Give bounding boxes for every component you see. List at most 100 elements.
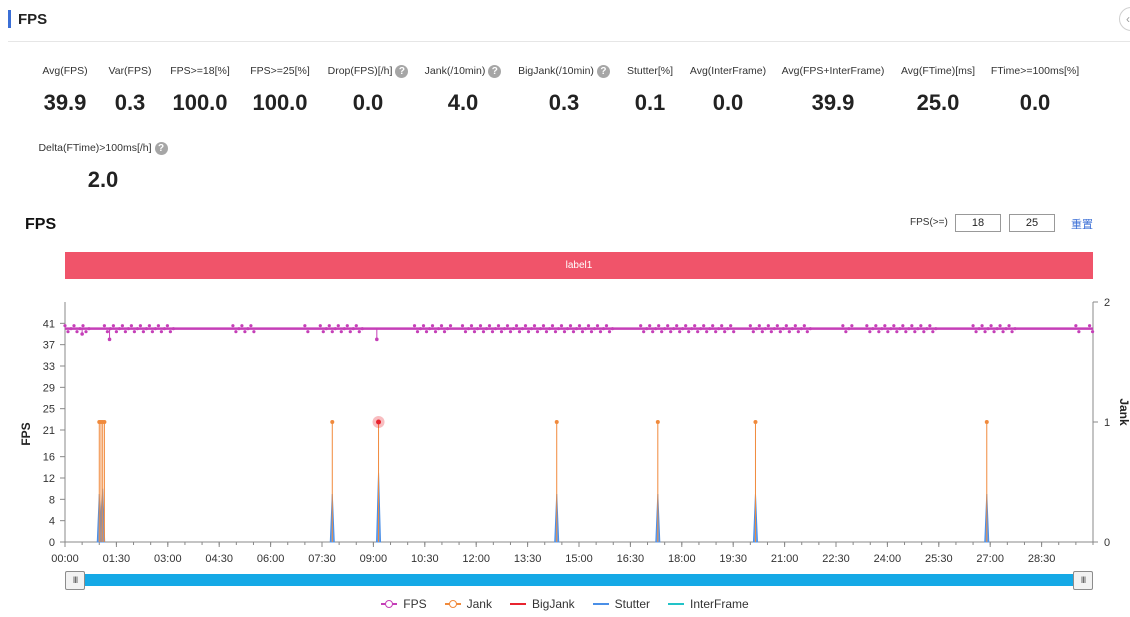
- legend-item-fps[interactable]: FPS: [381, 597, 427, 611]
- fps-point: [508, 330, 513, 334]
- fps-point: [784, 324, 788, 328]
- metric-value: 0.1: [634, 90, 666, 115]
- legend-item-jank[interactable]: Jank: [444, 597, 492, 611]
- fps-point: [472, 330, 477, 334]
- fps-point: [348, 330, 352, 334]
- label-band[interactable]: label1: [65, 252, 1093, 279]
- fps-point: [478, 324, 483, 328]
- fps-point: [448, 324, 453, 328]
- fps-point: [751, 330, 755, 334]
- metric-row1-9: Avg(FPS+InterFrame) 39.9: [758, 64, 908, 116]
- fps-point: [469, 324, 474, 328]
- fps-point: [484, 327, 489, 331]
- fps-point: [568, 324, 573, 328]
- x-tick-label: 03:00: [154, 553, 182, 565]
- fps-point: [910, 324, 914, 328]
- fps-point: [808, 327, 812, 331]
- reset-button[interactable]: 重置: [1071, 219, 1093, 231]
- fps-point: [360, 327, 364, 331]
- help-icon[interactable]: ?: [596, 64, 610, 78]
- fps-point: [84, 330, 88, 334]
- help-icon[interactable]: ?: [395, 64, 409, 78]
- zoom-slider[interactable]: III III: [65, 570, 1093, 590]
- metric-label: Jank(/10min)?: [388, 64, 538, 78]
- fps-point: [75, 330, 79, 334]
- fps-point: [971, 324, 975, 328]
- legend-label: Stutter: [614, 597, 651, 611]
- y-left-tick-label: 25: [43, 404, 55, 416]
- fps-point: [553, 330, 558, 334]
- fps-point: [433, 330, 438, 334]
- y-left-tick-label: 12: [43, 473, 55, 485]
- zoom-handle-right[interactable]: III: [1073, 571, 1093, 590]
- fps-point: [547, 327, 552, 331]
- fps-point: [303, 324, 307, 328]
- metric-row1-4: Drop(FPS)[/h]? 0.0: [293, 64, 443, 116]
- zoom-handle-left[interactable]: III: [65, 571, 85, 590]
- fps-point: [442, 330, 447, 334]
- fps-point: [240, 324, 244, 328]
- fps-point: [1090, 330, 1095, 334]
- x-tick-label: 10:30: [411, 553, 439, 565]
- fps-point: [781, 327, 785, 331]
- metric-label: Var(FPS): [55, 64, 205, 78]
- fps-point: [577, 324, 582, 328]
- metric-value: 0.0: [352, 90, 384, 115]
- help-icon[interactable]: ?: [154, 141, 168, 155]
- fps-point: [775, 324, 779, 328]
- fps-point: [919, 324, 923, 328]
- fps-point: [666, 324, 670, 328]
- fps-point: [708, 327, 712, 331]
- fps-point: [535, 330, 540, 334]
- fps-point: [757, 324, 761, 328]
- metric-row1-1: Var(FPS) 0.3: [55, 64, 205, 116]
- x-tick-label: 19:30: [719, 553, 747, 565]
- legend-item-stutter[interactable]: Stutter: [592, 597, 651, 611]
- fps-point: [306, 330, 310, 334]
- fps-point: [63, 324, 67, 328]
- fps-point: [66, 330, 70, 334]
- fps-point: [520, 327, 525, 331]
- legend-item-interframe[interactable]: InterFrame: [668, 597, 749, 611]
- bigjank-point: [376, 419, 382, 425]
- jank-point: [102, 420, 107, 424]
- metric-label: FPS>=18[%]: [125, 64, 275, 78]
- x-tick-label: 27:00: [976, 553, 1004, 565]
- fps-point: [318, 324, 322, 328]
- legend-label: Jank: [466, 597, 492, 611]
- fps-point: [427, 327, 432, 331]
- legend-item-bigjank[interactable]: BigJank: [509, 597, 575, 611]
- fps-point: [1004, 327, 1008, 331]
- fps-point: [980, 324, 984, 328]
- fps-point: [711, 324, 715, 328]
- x-tick-label: 28:30: [1028, 553, 1056, 565]
- fps-point: [562, 330, 567, 334]
- help-icon[interactable]: ?: [488, 64, 502, 78]
- metric-label-text: Avg(FTime)[ms]: [900, 65, 976, 77]
- fps-point: [766, 324, 770, 328]
- fps-point: [150, 330, 155, 334]
- fps-point: [78, 327, 82, 331]
- fps-point: [604, 324, 609, 328]
- header-divider: [8, 41, 1130, 42]
- fps-point: [651, 330, 655, 334]
- fps-threshold-high-input[interactable]: [1009, 214, 1055, 232]
- fps-point: [687, 330, 691, 334]
- fps-point: [246, 327, 250, 331]
- x-tick-label: 13:30: [514, 553, 542, 565]
- fps-point: [998, 324, 1002, 328]
- metric-value: 100.0: [172, 90, 228, 115]
- metric-label-text: Stutter[%]: [626, 65, 674, 77]
- fps-point: [925, 327, 929, 331]
- legend-swatch-icon: [509, 599, 526, 609]
- collapse-button[interactable]: ‹: [1119, 7, 1130, 31]
- fps-point: [538, 327, 543, 331]
- page-header: FPS: [8, 8, 47, 30]
- page-title: FPS: [18, 10, 48, 28]
- zoom-track[interactable]: [73, 574, 1085, 586]
- fps-point: [989, 324, 993, 328]
- fps-threshold-low-input[interactable]: [955, 214, 1001, 232]
- fps-point: [601, 327, 606, 331]
- fps-point: [357, 330, 361, 334]
